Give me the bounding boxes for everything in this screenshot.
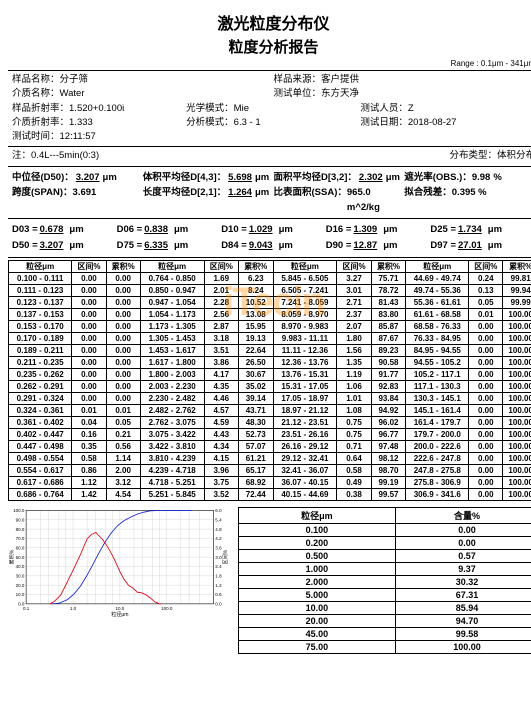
svg-text:0.0: 0.0	[215, 602, 222, 607]
chart: 100.0 6.0 90.0 5.4 80.0 4.8 70.0 4.2 60.0 3.6 50.0…	[8, 507, 232, 702]
svg-text:70.0: 70.0	[16, 536, 25, 541]
meta-block: 样品名称：分子筛 样品来源：客户提供 介质名称：Water 测试单位：东方天净 …	[8, 73, 531, 144]
svg-text:90.0: 90.0	[16, 518, 25, 523]
svg-text:累积%: 累积%	[9, 550, 16, 565]
stats-block: 中位径(D50)：3.207μm体积平均径D[4,3]：5.698μm面积平均径…	[8, 169, 531, 217]
svg-text:60.0: 60.0	[16, 546, 25, 551]
svg-text:50.0: 50.0	[16, 555, 25, 560]
svg-text:1.8: 1.8	[215, 574, 222, 579]
svg-text:80.0: 80.0	[16, 527, 25, 532]
svg-text:1.0: 1.0	[70, 606, 77, 611]
svg-text:4.2: 4.2	[215, 536, 222, 541]
distribution-table: 粒径μm区间%累积%0.100 - 0.1110.000.000.111 - 0…	[8, 260, 531, 501]
note-row: 注：0.4L---5min(0:3) 分布类型：体积分布	[8, 149, 531, 163]
svg-text:10.0: 10.0	[115, 606, 124, 611]
svg-text:0.1: 0.1	[23, 606, 30, 611]
svg-text:3.6: 3.6	[215, 546, 222, 551]
svg-text:20.0: 20.0	[16, 583, 25, 588]
svg-text:1.2: 1.2	[215, 583, 222, 588]
svg-text:30.0: 30.0	[16, 574, 25, 579]
d-values: D03 =0.678μmD06 =0.838μmD10 =1.029μmD16 …	[8, 221, 531, 255]
svg-text:区间%: 区间%	[222, 550, 229, 565]
range: Range : 0.1μm - 341μm	[12, 59, 531, 68]
svg-text:2.4: 2.4	[215, 565, 222, 570]
svg-text:3.0: 3.0	[215, 555, 222, 560]
svg-text:10.0: 10.0	[16, 593, 25, 598]
side-table: 粒径μm含量%0.1000.000.2000.000.5000.571.0009…	[238, 507, 531, 654]
title-1: 激光粒度分布仪	[8, 10, 531, 34]
svg-text:40.0: 40.0	[16, 565, 25, 570]
svg-text:100.0: 100.0	[161, 606, 173, 611]
svg-text:粒径μm: 粒径μm	[111, 611, 128, 618]
svg-text:6.0: 6.0	[215, 508, 222, 513]
svg-text:4.8: 4.8	[215, 527, 222, 532]
svg-text:5.4: 5.4	[215, 518, 222, 523]
svg-text:100.0: 100.0	[13, 508, 25, 513]
title-2: 粒度分析报告	[8, 36, 531, 57]
svg-text:0.6: 0.6	[215, 593, 222, 598]
